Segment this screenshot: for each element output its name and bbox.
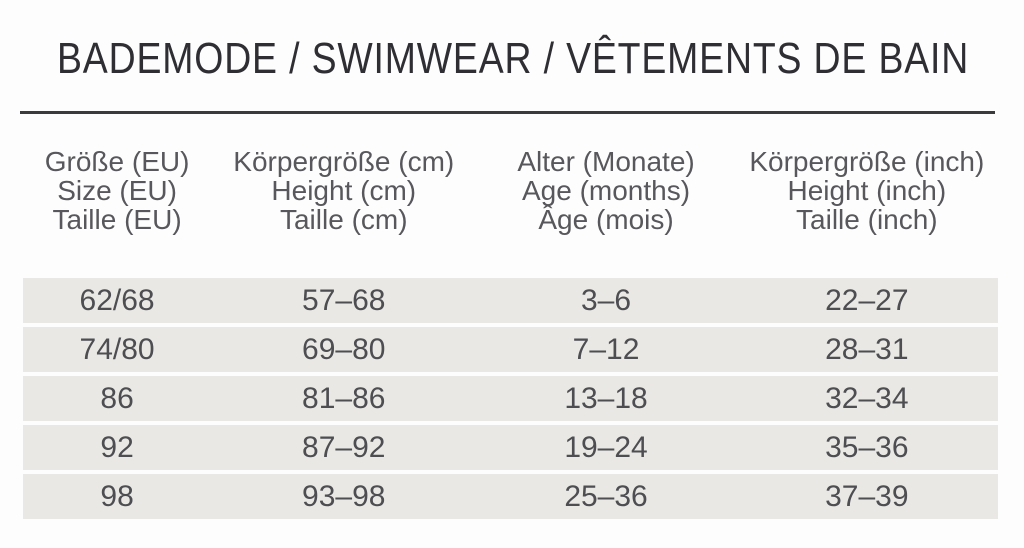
header-line: Height (cm) xyxy=(271,175,417,206)
header-line: Taille (cm) xyxy=(279,204,408,235)
table-cell: 86 xyxy=(100,381,134,415)
table-cell: 98 xyxy=(100,479,134,513)
column-header-age-months: Alter (Monate) Age (months) Âge (mois) xyxy=(476,147,735,234)
table-cell: 81–86 xyxy=(302,381,386,415)
header-line: Âge (mois) xyxy=(538,204,674,235)
header-line: Height (inch) xyxy=(787,175,947,206)
table-cell: 7–12 xyxy=(572,332,640,366)
header-line: Körpergröße (cm) xyxy=(233,146,455,177)
table-cell: 57–68 xyxy=(302,283,386,317)
table-cell: 87–92 xyxy=(302,430,386,464)
table-cell: 19–24 xyxy=(564,430,648,464)
column-header-height-cm: Körpergröße (cm) Height (cm) Taille (cm) xyxy=(211,147,476,234)
table-row: 62/68 57–68 3–6 22–27 xyxy=(23,278,998,323)
table-cell: 3–6 xyxy=(581,283,632,317)
header-line: Taille (EU) xyxy=(52,204,182,235)
table-cell: 32–34 xyxy=(825,381,909,415)
table-cell: 35–36 xyxy=(825,430,909,464)
table-row: 98 93–98 25–36 37–39 xyxy=(23,474,998,519)
table-cell: 37–39 xyxy=(825,479,909,513)
title-divider xyxy=(20,111,995,114)
page-title: BADEMODE / SWIMWEAR / VÊTEMENTS DE BAIN xyxy=(57,37,1024,81)
column-header-size-eu: Größe (EU) Size (EU) Taille (EU) xyxy=(23,147,211,234)
column-header-height-inch: Körpergröße (inch) Height (inch) Taille … xyxy=(736,147,998,234)
table-header: Größe (EU) Size (EU) Taille (EU) Körperg… xyxy=(23,147,998,234)
table-cell: 28–31 xyxy=(825,332,909,366)
table-cell: 25–36 xyxy=(564,479,648,513)
table-cell: 92 xyxy=(100,430,134,464)
table-cell: 93–98 xyxy=(302,479,386,513)
header-line: Alter (Monate) xyxy=(517,146,695,177)
table-cell: 74/80 xyxy=(79,332,155,366)
table-cell: 22–27 xyxy=(825,283,909,317)
header-line: Size (EU) xyxy=(57,175,177,206)
table-row: 92 87–92 19–24 35–36 xyxy=(23,425,998,470)
header-line: Age (months) xyxy=(521,175,691,206)
table-body: 62/68 57–68 3–6 22–27 74/80 69–80 7–12 2… xyxy=(23,278,998,523)
table-cell: 62/68 xyxy=(79,283,155,317)
header-line: Taille (inch) xyxy=(796,204,938,235)
page-title-text: BADEMODE / SWIMWEAR / VÊTEMENTS DE BAIN xyxy=(57,34,970,83)
table-row: 74/80 69–80 7–12 28–31 xyxy=(23,327,998,372)
table-cell: 13–18 xyxy=(564,381,648,415)
header-line: Größe (EU) xyxy=(44,146,190,177)
header-line: Körpergröße (inch) xyxy=(749,146,985,177)
table-row: 86 81–86 13–18 32–34 xyxy=(23,376,998,421)
table-cell: 69–80 xyxy=(302,332,386,366)
